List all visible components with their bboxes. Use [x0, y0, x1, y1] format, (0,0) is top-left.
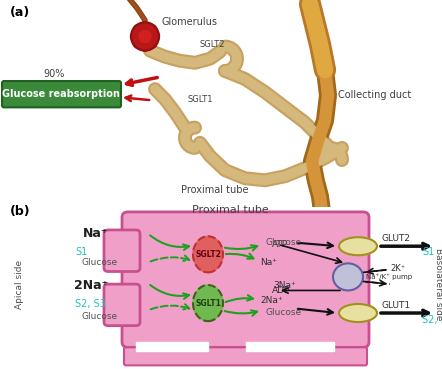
- Text: 2Na⁺: 2Na⁺: [260, 296, 282, 305]
- Circle shape: [130, 31, 141, 42]
- Text: ATP: ATP: [272, 240, 288, 249]
- Text: ADP: ADP: [272, 286, 290, 295]
- Text: 2K⁺: 2K⁺: [390, 264, 405, 273]
- Circle shape: [146, 37, 157, 48]
- Text: (b): (b): [10, 205, 30, 218]
- Ellipse shape: [193, 285, 223, 321]
- Text: 3Na⁺: 3Na⁺: [273, 280, 296, 290]
- Text: 90%: 90%: [44, 69, 65, 79]
- Text: SGLT2: SGLT2: [195, 250, 221, 259]
- Circle shape: [133, 37, 144, 48]
- FancyBboxPatch shape: [124, 347, 367, 365]
- Text: GLUT2: GLUT2: [382, 234, 411, 244]
- FancyBboxPatch shape: [122, 212, 369, 347]
- Circle shape: [140, 22, 150, 33]
- Text: Na⁺: Na⁺: [260, 258, 277, 267]
- Text: Collecting duct: Collecting duct: [338, 90, 411, 100]
- FancyBboxPatch shape: [104, 284, 140, 326]
- Ellipse shape: [193, 236, 223, 272]
- Text: Na⁺/K⁺ pump: Na⁺/K⁺ pump: [366, 273, 412, 280]
- Text: S1: S1: [75, 246, 87, 256]
- Text: S1: S1: [422, 246, 434, 256]
- Circle shape: [146, 24, 157, 35]
- Circle shape: [133, 24, 144, 35]
- Text: Na⁺: Na⁺: [83, 227, 108, 240]
- Bar: [246, 342, 334, 351]
- Text: GLUT1: GLUT1: [382, 301, 411, 310]
- Text: Proximal tube: Proximal tube: [192, 205, 268, 215]
- Text: SGLT2: SGLT2: [200, 39, 225, 49]
- Text: Glucose: Glucose: [265, 238, 301, 247]
- Circle shape: [139, 30, 151, 42]
- Text: SGLT1: SGLT1: [187, 95, 213, 104]
- Text: Glomerulus: Glomerulus: [162, 17, 218, 27]
- Text: 2Na⁺: 2Na⁺: [74, 279, 108, 293]
- Circle shape: [149, 31, 160, 42]
- Text: Basolateral side: Basolateral side: [434, 248, 442, 320]
- Text: Proximal tube: Proximal tube: [181, 186, 249, 196]
- Text: S2, S3: S2, S3: [75, 299, 106, 309]
- Circle shape: [333, 263, 363, 290]
- Text: Glucose reabsorption: Glucose reabsorption: [2, 89, 120, 99]
- Circle shape: [140, 40, 150, 51]
- Text: Glucose: Glucose: [82, 312, 118, 321]
- Text: Glucose: Glucose: [265, 308, 301, 317]
- Text: S2, S3: S2, S3: [422, 315, 442, 325]
- Bar: [136, 342, 208, 351]
- FancyBboxPatch shape: [2, 81, 121, 107]
- Text: SGLT1: SGLT1: [195, 299, 221, 308]
- Text: (a): (a): [10, 6, 30, 19]
- Ellipse shape: [339, 237, 377, 255]
- FancyBboxPatch shape: [104, 230, 140, 272]
- Text: Apical side: Apical side: [15, 259, 24, 309]
- Text: 10%: 10%: [44, 90, 65, 100]
- Text: Glucose: Glucose: [82, 258, 118, 267]
- Ellipse shape: [339, 304, 377, 322]
